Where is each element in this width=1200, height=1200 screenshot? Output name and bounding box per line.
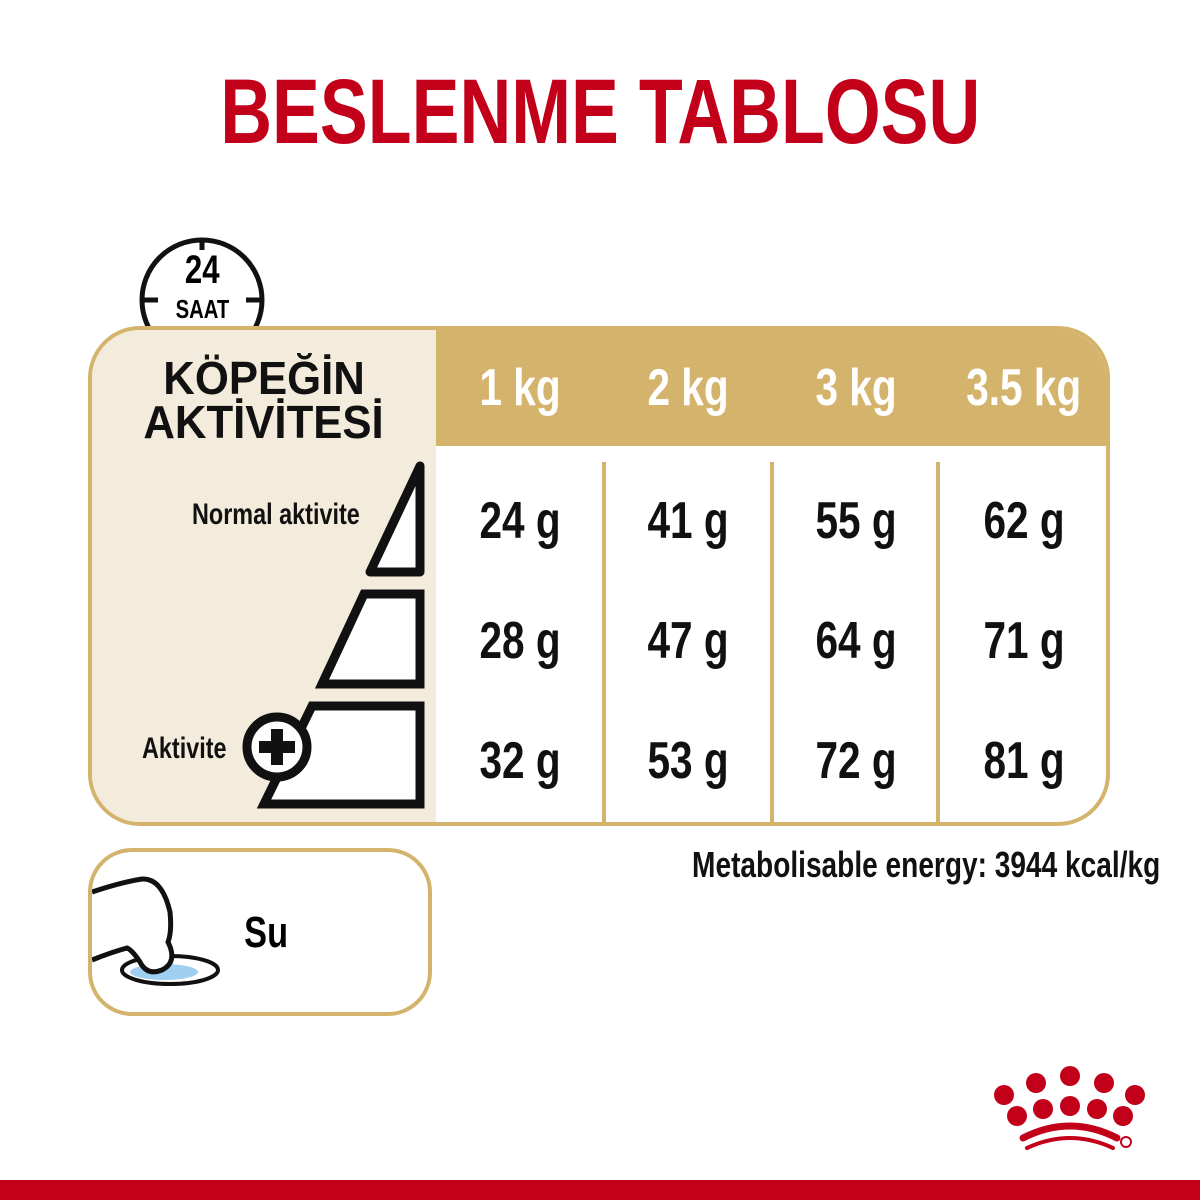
metabolisable-energy: Metabolisable energy: 3944 kcal/kg [692, 844, 1161, 885]
page-title: BESLENME TABLOSU [219, 61, 981, 163]
portion-cell: 72 g [815, 732, 897, 790]
water-box: Su [88, 848, 432, 1016]
portion-cell: 71 g [983, 612, 1065, 670]
weight-1: 1 kg [479, 359, 561, 417]
weight-2: 2 kg [647, 359, 729, 417]
activity-panel: KÖPEĞİN AKTİVİTESİ Normal aktivite Aktiv… [92, 330, 436, 822]
portion-cell: 81 g [983, 732, 1065, 790]
weight-4: 3.5 kg [966, 359, 1082, 417]
bottom-brand-bar [0, 1180, 1200, 1200]
portion-cell: 64 g [815, 612, 897, 670]
portion-cell: 47 g [647, 612, 729, 670]
portion-cell: 28 g [479, 612, 561, 670]
royal-canin-crown-logo [994, 1066, 1145, 1150]
portion-cell: 55 g [815, 492, 897, 550]
normal-activity-label: Normal aktivite [192, 498, 360, 531]
activity-level-icon [242, 461, 425, 809]
clock-unit: SAAT [175, 294, 229, 324]
portion-cell: 53 g [647, 732, 729, 790]
portion-cell: 62 g [983, 492, 1065, 550]
portion-cell: 41 g [647, 492, 729, 550]
column-divider [936, 462, 940, 822]
dog-drinking-icon [92, 876, 220, 986]
weight-header: 1 kg 2 kg 3 kg 3.5 kg [436, 330, 1106, 446]
high-activity-label: Aktivite [142, 732, 227, 765]
column-divider [602, 462, 606, 822]
water-label: Su [244, 908, 289, 957]
portion-cell: 24 g [479, 492, 561, 550]
weight-3: 3 kg [815, 359, 897, 417]
activity-title: KÖPEĞİN AKTİVİTESİ [143, 352, 385, 448]
clock-24h-icon [139, 237, 265, 336]
column-divider [770, 462, 774, 822]
feeding-table: KÖPEĞİN AKTİVİTESİ Normal aktivite Aktiv… [88, 326, 1110, 826]
portion-cell: 32 g [479, 732, 561, 790]
clock-hours: 24 [184, 248, 220, 292]
